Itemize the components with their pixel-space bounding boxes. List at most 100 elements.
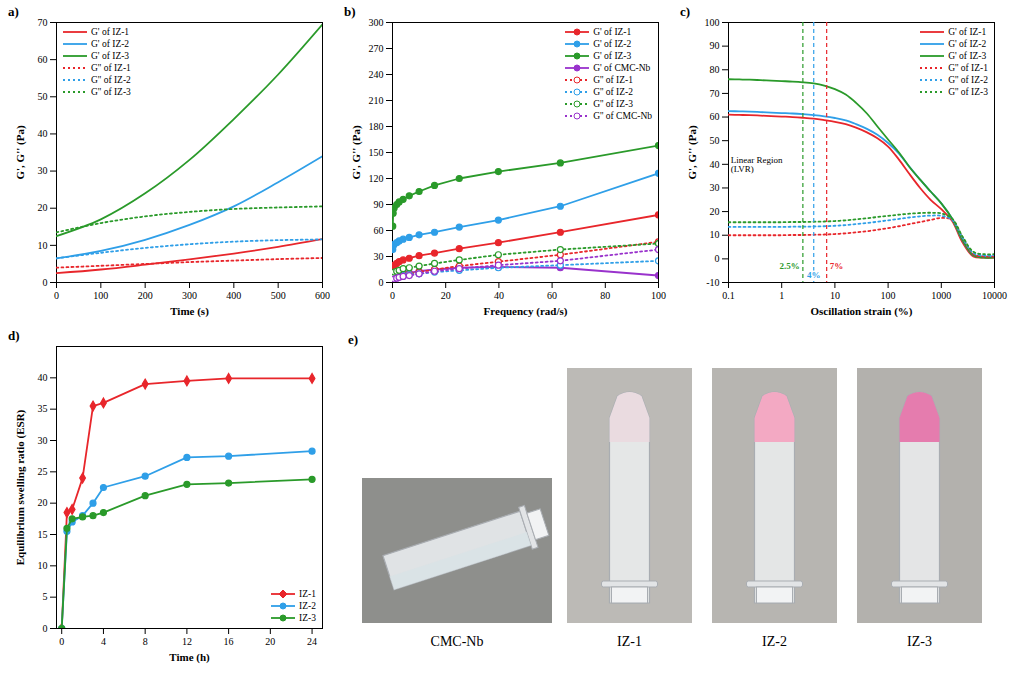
svg-text:0: 0 bbox=[43, 623, 48, 634]
html-text:G' of IZ-3: G' of IZ-3 bbox=[593, 51, 632, 61]
svg-text:4: 4 bbox=[101, 636, 106, 647]
svg-text:0: 0 bbox=[379, 277, 384, 288]
svg-text:10: 10 bbox=[38, 240, 48, 251]
html-text:G' of IZ-1: G' of IZ-1 bbox=[593, 27, 632, 37]
svg-text:IZ-3: IZ-3 bbox=[907, 634, 932, 649]
html-text:G'' of IZ-1: G'' of IZ-1 bbox=[593, 75, 633, 85]
svg-text:G', G'' (Pa): G', G'' (Pa) bbox=[686, 125, 699, 179]
svg-text:0: 0 bbox=[390, 290, 395, 301]
svg-text:G', G'' (Pa): G', G'' (Pa) bbox=[350, 125, 363, 179]
svg-text:Time (s): Time (s) bbox=[170, 305, 209, 318]
svg-text:12: 12 bbox=[182, 636, 192, 647]
svg-text:30: 30 bbox=[38, 165, 48, 176]
svg-text:60: 60 bbox=[38, 54, 48, 65]
svg-text:50: 50 bbox=[710, 135, 720, 146]
svg-text:120: 120 bbox=[369, 173, 384, 184]
svg-text:5: 5 bbox=[43, 591, 48, 602]
html-text:G' of IZ-1: G' of IZ-1 bbox=[91, 27, 130, 37]
html-text:G'' of IZ-3: G'' of IZ-3 bbox=[91, 87, 131, 97]
svg-text:50: 50 bbox=[38, 91, 48, 102]
svg-text:-10: -10 bbox=[706, 277, 719, 288]
svg-text:60: 60 bbox=[547, 290, 557, 301]
svg-text:300: 300 bbox=[369, 17, 384, 28]
svg-text:80: 80 bbox=[710, 64, 720, 75]
svg-text:1000: 1000 bbox=[931, 290, 951, 301]
svg-text:20: 20 bbox=[265, 636, 275, 647]
html-text:G'' of IZ-2: G'' of IZ-2 bbox=[593, 87, 633, 97]
svg-text:70: 70 bbox=[38, 17, 48, 28]
svg-text:10: 10 bbox=[38, 560, 48, 571]
svg-text:100: 100 bbox=[881, 290, 896, 301]
svg-text:8: 8 bbox=[143, 636, 148, 647]
html-text:G' of IZ-2: G' of IZ-2 bbox=[91, 39, 130, 49]
svg-text:7%: 7% bbox=[830, 261, 844, 271]
svg-text:Linear Region(LVR): Linear Region(LVR) bbox=[731, 155, 783, 174]
svg-text:40: 40 bbox=[38, 128, 48, 139]
svg-text:16: 16 bbox=[224, 636, 234, 647]
svg-text:20: 20 bbox=[441, 290, 451, 301]
svg-text:1: 1 bbox=[779, 290, 784, 301]
svg-text:10: 10 bbox=[830, 290, 840, 301]
svg-text:10: 10 bbox=[710, 229, 720, 240]
html-text:b): b) bbox=[344, 4, 356, 19]
svg-text:500: 500 bbox=[271, 290, 286, 301]
html-text:G'' of IZ-3: G'' of IZ-3 bbox=[593, 99, 633, 109]
svg-text:30: 30 bbox=[374, 251, 384, 262]
html-text:a): a) bbox=[8, 4, 19, 19]
svg-text:IZ-1: IZ-1 bbox=[617, 634, 642, 649]
svg-text:600: 600 bbox=[315, 290, 330, 301]
svg-text:20: 20 bbox=[38, 497, 48, 508]
svg-text:0: 0 bbox=[43, 277, 48, 288]
svg-text:G', G'' (Pa): G', G'' (Pa) bbox=[14, 125, 27, 179]
svg-text:80: 80 bbox=[600, 290, 610, 301]
svg-text:24: 24 bbox=[307, 636, 317, 647]
svg-text:0: 0 bbox=[715, 253, 720, 264]
svg-text:70: 70 bbox=[710, 88, 720, 99]
svg-text:e): e) bbox=[348, 332, 358, 347]
html-text:G'' of IZ-1: G'' of IZ-1 bbox=[91, 63, 131, 73]
svg-text:Oscillation strain (%): Oscillation strain (%) bbox=[810, 305, 912, 318]
svg-text:40: 40 bbox=[494, 290, 504, 301]
html-text:c): c) bbox=[680, 4, 691, 19]
html-text:G' of IZ-2: G' of IZ-2 bbox=[593, 39, 632, 49]
svg-text:210: 210 bbox=[369, 95, 384, 106]
svg-text:IZ-2: IZ-2 bbox=[762, 634, 787, 649]
svg-text:40: 40 bbox=[38, 372, 48, 383]
svg-text:Equilibrium swelling ratio (ES: Equilibrium swelling ratio (ESR) bbox=[14, 409, 27, 565]
svg-text:240: 240 bbox=[369, 69, 384, 80]
svg-text:0: 0 bbox=[59, 636, 64, 647]
svg-text:CMC-Nb: CMC-Nb bbox=[431, 634, 484, 649]
svg-text:60: 60 bbox=[710, 111, 720, 122]
svg-text:30: 30 bbox=[710, 182, 720, 193]
html-text:d): d) bbox=[8, 328, 20, 343]
svg-text:4%: 4% bbox=[807, 270, 821, 280]
svg-text:0: 0 bbox=[54, 290, 59, 301]
svg-text:35: 35 bbox=[38, 403, 48, 414]
svg-text:Time (h): Time (h) bbox=[169, 651, 210, 664]
svg-text:20: 20 bbox=[710, 206, 720, 217]
svg-text:Frequency (rad/s): Frequency (rad/s) bbox=[484, 305, 568, 318]
svg-text:100: 100 bbox=[651, 290, 666, 301]
svg-text:2.5%: 2.5% bbox=[780, 261, 800, 271]
svg-text:100: 100 bbox=[705, 17, 720, 28]
svg-text:0.1: 0.1 bbox=[722, 290, 735, 301]
svg-text:60: 60 bbox=[374, 225, 384, 236]
svg-text:20: 20 bbox=[38, 202, 48, 213]
svg-text:180: 180 bbox=[369, 121, 384, 132]
svg-text:300: 300 bbox=[182, 290, 197, 301]
svg-text:270: 270 bbox=[369, 43, 384, 54]
svg-text:100: 100 bbox=[93, 290, 108, 301]
svg-text:90: 90 bbox=[374, 199, 384, 210]
html-text:G'' of IZ-2: G'' of IZ-2 bbox=[91, 75, 131, 85]
svg-text:150: 150 bbox=[369, 147, 384, 158]
svg-text:15: 15 bbox=[38, 529, 48, 540]
svg-text:10000: 10000 bbox=[982, 290, 1007, 301]
svg-text:25: 25 bbox=[38, 466, 48, 477]
svg-text:400: 400 bbox=[226, 290, 241, 301]
svg-text:200: 200 bbox=[138, 290, 153, 301]
html-text:G' of CMC-Nb: G' of CMC-Nb bbox=[593, 63, 651, 73]
svg-text:90: 90 bbox=[710, 40, 720, 51]
svg-text:40: 40 bbox=[710, 159, 720, 170]
svg-text:30: 30 bbox=[38, 435, 48, 446]
html-text:G' of IZ-3: G' of IZ-3 bbox=[91, 51, 130, 61]
